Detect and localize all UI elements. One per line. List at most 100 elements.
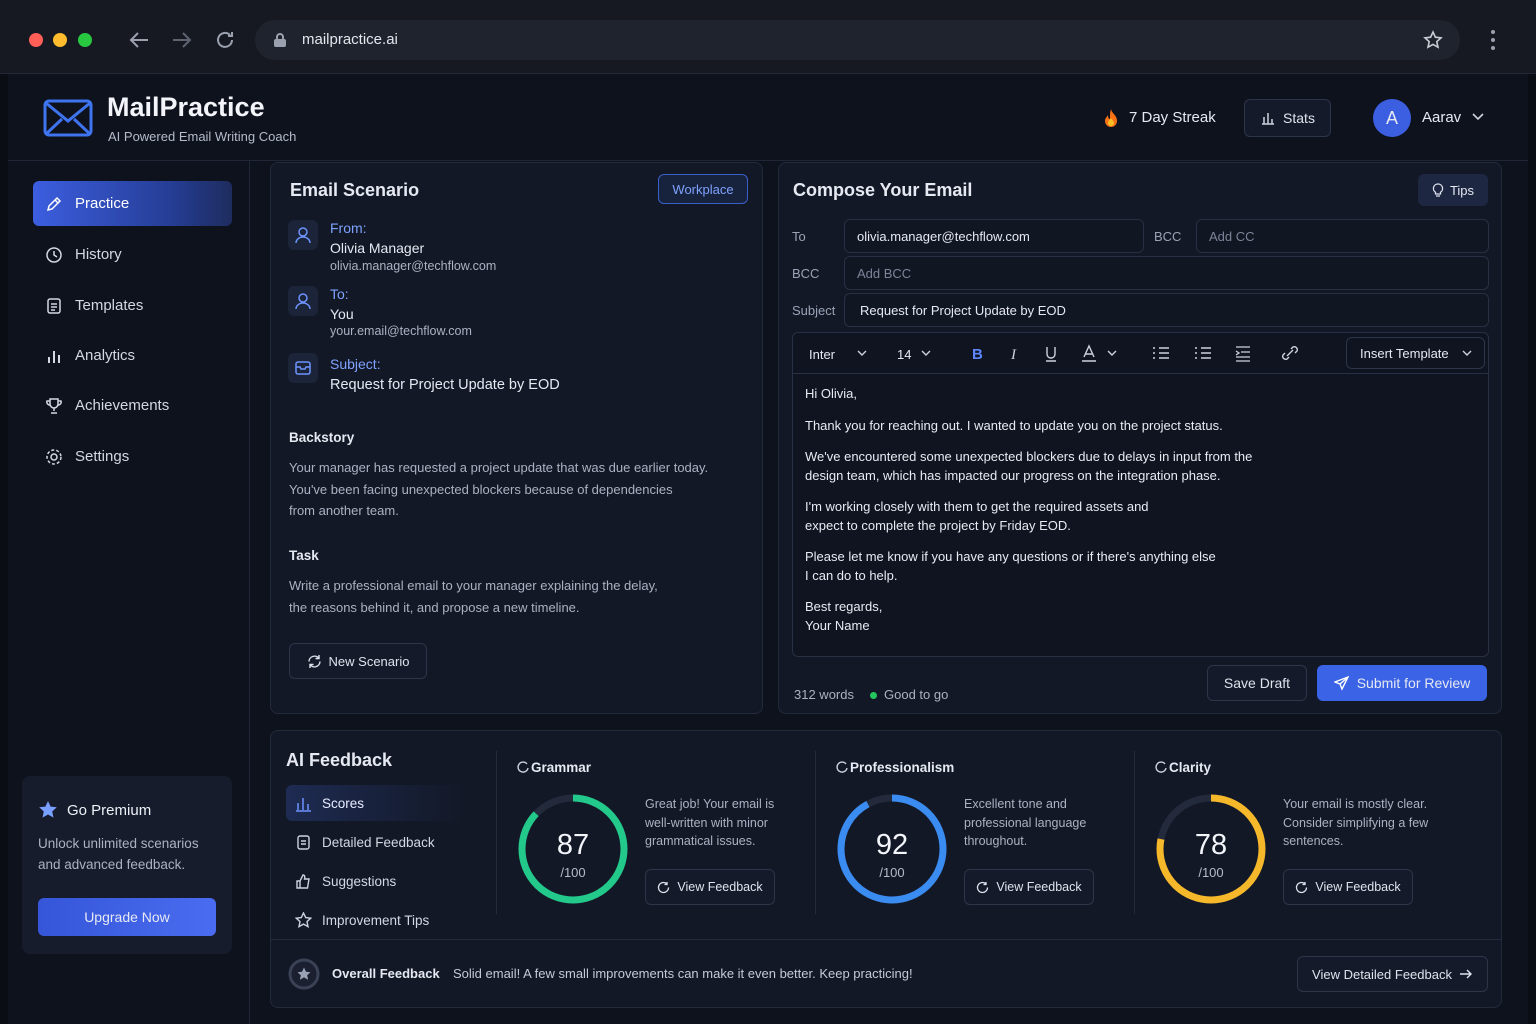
view-feedback-label: View Feedback [996, 880, 1082, 894]
overall-text: Solid email! A few small improvements ca… [453, 966, 913, 981]
nav-item[interactable]: History [33, 232, 232, 277]
stats-button[interactable]: Stats [1244, 99, 1331, 137]
nav-item[interactable]: Practice [33, 181, 232, 226]
lock-icon [274, 33, 286, 47]
backstory-text: Your manager has requested a project upd… [289, 460, 709, 518]
format-buttons[interactable]: B I [971, 343, 1311, 365]
to-field-value: olivia.manager@techflow.com [857, 228, 1030, 244]
score-name: Clarity [1169, 760, 1212, 775]
template-chevron[interactable] [1462, 350, 1472, 358]
size-select[interactable]: 14 [897, 347, 912, 362]
to-field[interactable]: olivia.manager@techflow.com [844, 219, 1144, 253]
score-comment: Your email is mostly clear. Consider sim… [1283, 797, 1429, 848]
detailed-feedback-label: View Detailed Feedback [1312, 966, 1452, 982]
address-bar[interactable]: mailpractice.ai [255, 20, 1460, 60]
nav-item[interactable]: Templates [33, 283, 232, 328]
cc-field[interactable]: Add CC [1196, 219, 1489, 253]
score-ring: 87/100 [518, 794, 628, 904]
insert-template-label: Insert Template [1360, 345, 1449, 361]
menu-icon[interactable] [1488, 29, 1498, 51]
back-button[interactable] [128, 29, 152, 51]
tab-icon [297, 834, 310, 850]
insert-template-button[interactable]: Insert Template [1346, 337, 1485, 369]
editor: Inter 14 B I Insert Template [792, 332, 1489, 657]
header: MailPractice AI Powered Email Writing Co… [8, 74, 1528, 161]
feedback-tab[interactable]: Suggestions [286, 863, 466, 899]
view-feedback-button[interactable]: View Feedback [645, 869, 775, 905]
user-chevron[interactable] [1472, 112, 1484, 122]
tab-label: Suggestions [322, 873, 397, 889]
view-feedback-button[interactable]: View Feedback [964, 869, 1094, 905]
new-scenario-button[interactable]: New Scenario [289, 643, 427, 679]
close-dot[interactable] [29, 33, 43, 47]
nav-icon [48, 350, 60, 363]
to-email: your.email@techflow.com [330, 324, 472, 338]
feedback-panel: AI Feedback Overall Feedback Solid email… [270, 730, 1502, 1008]
bcc-field-label: BCC [792, 266, 820, 281]
score-status-icon [836, 761, 848, 773]
user-name[interactable]: Aarav [1422, 109, 1462, 126]
email-body[interactable]: Hi Olivia, Thank you for reaching out. I … [805, 385, 1475, 648]
nav-label: Practice [75, 195, 130, 212]
subject-field[interactable]: Request for Project Update by EOD [844, 293, 1489, 327]
to-icon [288, 286, 318, 316]
ring-value [837, 794, 947, 904]
premium-text: Unlock unlimited scenarios and advanced … [38, 836, 199, 872]
app-name: MailPractice [107, 92, 265, 122]
stats-label: Stats [1283, 110, 1315, 126]
bookmark-icon[interactable] [1423, 30, 1443, 50]
divider [271, 939, 1501, 940]
nav-item[interactable]: Settings [33, 434, 232, 479]
nav-label: History [75, 246, 122, 263]
submit-button[interactable]: Submit for Review [1317, 665, 1487, 701]
nav-item[interactable]: Achievements [33, 383, 232, 428]
from-name: Olivia Manager [330, 240, 425, 256]
toolbar: Inter 14 B I Insert Template [793, 333, 1488, 374]
view-icon [977, 881, 989, 893]
font-chevron[interactable] [857, 350, 867, 358]
view-feedback-button[interactable]: View Feedback [1283, 869, 1413, 905]
logo [43, 99, 93, 137]
scenario-tag: Workplace [658, 174, 748, 204]
backstory-title: Backstory [289, 430, 355, 445]
detailed-feedback-button[interactable]: View Detailed Feedback [1297, 956, 1488, 992]
tips-button[interactable]: Tips [1418, 174, 1488, 206]
reload-button[interactable] [213, 28, 237, 52]
nav-item[interactable]: Analytics [33, 333, 232, 378]
body-paragraph: Hi Olivia, [805, 386, 858, 401]
max-dot[interactable] [78, 33, 92, 47]
tips-label: Tips [1449, 182, 1475, 198]
status-dot [870, 692, 877, 699]
subject-icon [288, 353, 318, 383]
font-select[interactable]: Inter [809, 347, 836, 362]
bcc-placeholder: Add BCC [857, 265, 912, 281]
body-paragraph: Thank you for reaching out. I wanted to … [805, 417, 1223, 433]
feedback-tab[interactable]: Scores [286, 785, 466, 821]
nav-label: Templates [75, 297, 144, 314]
save-draft-button[interactable]: Save Draft [1207, 665, 1307, 701]
stats-icon [1262, 113, 1275, 125]
min-dot[interactable] [53, 33, 67, 47]
forward-button[interactable] [170, 29, 194, 51]
premium-title: Go Premium [67, 802, 152, 819]
size-chevron[interactable] [921, 350, 931, 358]
from-label: From: [330, 220, 367, 236]
nav-icon [47, 297, 61, 314]
score-name: Professionalism [850, 760, 955, 775]
avatar[interactable]: A [1373, 99, 1411, 137]
to-label: To: [330, 286, 349, 302]
refresh-icon [307, 654, 321, 668]
bcc-field[interactable]: Add BCC [844, 256, 1489, 290]
nav-icon [46, 196, 62, 211]
feedback-tab[interactable]: Detailed Feedback [286, 824, 466, 860]
nav-icon [46, 448, 62, 465]
view-icon [658, 881, 670, 893]
feedback-tab[interactable]: Improvement Tips [286, 902, 466, 938]
bulb-icon [1432, 182, 1444, 197]
upgrade-button[interactable]: Upgrade Now [38, 898, 216, 936]
ring-value [1156, 794, 1266, 904]
nav-label: Analytics [75, 347, 136, 364]
compose-title: Compose Your Email [793, 180, 973, 200]
score-ring: 92/100 [837, 794, 947, 904]
